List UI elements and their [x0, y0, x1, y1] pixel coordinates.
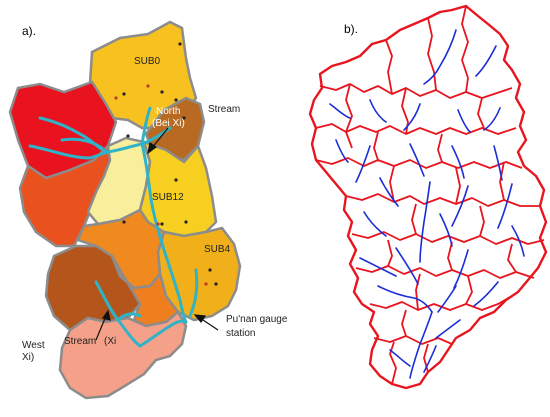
- sub0-label: SUB0: [134, 56, 161, 67]
- xi-paren-label: (Xi: [104, 336, 117, 347]
- west-label-line2: Xi): [22, 352, 35, 363]
- station-markers: [114, 42, 218, 286]
- gauge-label-line1: Pu'nan gauge: [226, 314, 288, 325]
- panel-a-map: [8, 20, 242, 400]
- subbasin-salmon: [58, 310, 188, 400]
- panel-a-label: a).: [22, 24, 37, 38]
- annotation-arrows: [95, 127, 219, 341]
- stream-west-label: Stream: [64, 336, 97, 347]
- panel-b-label: b).: [344, 22, 359, 36]
- panel-b-map: [308, 4, 548, 390]
- west-label-line1: West: [22, 340, 45, 351]
- subbasin-orange-lower: [110, 255, 180, 328]
- stream-north-label: Stream: [208, 104, 241, 115]
- gauge-label-line2: station: [226, 328, 256, 339]
- north-label-line1: North: [156, 106, 181, 117]
- north-label-line2: (Bei Xi): [152, 118, 185, 129]
- river-network: [28, 106, 199, 348]
- sub4-label: SUB4: [204, 244, 231, 255]
- sub12-label: SUB12: [152, 192, 184, 203]
- stream-network: [329, 29, 525, 379]
